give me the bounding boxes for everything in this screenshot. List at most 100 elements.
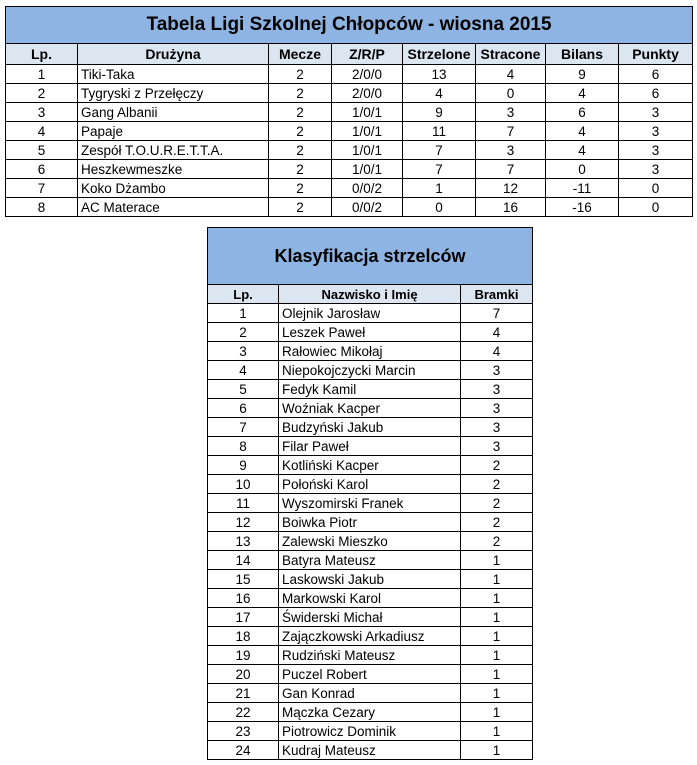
table-cell: 1 [459,550,534,570]
table-row: 4 Papaje 2 1/0/1 11 7 4 3 [5,121,694,141]
table-row: 5 Fedyk Kamil 3 [207,379,534,399]
table-cell: 3 [207,341,279,361]
table-row: 6 Heszkewmeszke 2 1/0/1 7 7 0 3 [5,159,694,179]
table-cell: Filar Paweł [278,436,461,456]
table-cell: 2/0/0 [331,83,403,103]
table-cell: 2 [459,512,534,532]
table-cell: Leszek Paweł [278,322,461,342]
table-cell: 22 [207,702,279,722]
table-cell: 11 [402,121,476,141]
table-cell: 10 [207,474,279,494]
table-row: 11 Wyszomirski Franek 2 [207,493,534,513]
table-cell: 3 [475,140,546,160]
table-cell: 3 [459,436,534,456]
table-cell: Budzyński Jakub [278,417,461,437]
column-header: Stracone [475,43,546,65]
table-row: 5 Zespół T.O.U.R.E.T.T.A. 2 1/0/1 7 3 4 3 [5,140,694,160]
column-header: Z/R/P [331,43,403,65]
table-cell: 7 [402,159,476,179]
table-row: 3 Rałowiec Mikołaj 4 [207,341,534,361]
column-header: Strzelone [402,43,476,65]
table-cell: 8 [5,197,78,217]
table-cell: Zespół T.O.U.R.E.T.T.A. [77,140,269,160]
table-cell: Gan Konrad [278,683,461,703]
table-cell: 1 [459,740,534,760]
table-cell: 3 [617,159,694,179]
table-row: 16 Markowski Karol 1 [207,588,534,608]
table-cell: 1/0/1 [331,102,403,122]
table-cell: 1 [459,702,534,722]
table-cell: Świderski Michał [278,607,461,627]
table-cell: 12 [207,512,279,532]
table-cell: 0 [475,83,546,103]
table-cell: 3 [617,140,694,160]
table-cell: 0/0/2 [331,178,403,198]
table-cell: 16 [207,588,279,608]
table-cell: 19 [207,645,279,665]
table-cell: 2 [268,140,332,160]
table-cell: Tygryski z Przełęczy [77,83,269,103]
table-cell: 5 [207,379,279,399]
table-cell: 1 [5,64,78,84]
table-cell: Tiki-Taka [77,64,269,84]
table-row: 14 Batyra Mateusz 1 [207,550,534,570]
table-cell: 0 [545,159,619,179]
table-cell: 17 [207,607,279,627]
table-cell: Zalewski Mieszko [278,531,461,551]
table-row: 17 Świderski Michał 1 [207,607,534,627]
column-header: Bilans [545,43,619,65]
table-cell: Gang Albanii [77,102,269,122]
table-cell: Koko Dżambo [77,178,269,198]
table-cell: 2 [268,178,332,198]
table-cell: 7 [5,178,78,198]
table-cell: 1 [402,178,476,198]
table-row: 10 Połoński Karol 2 [207,474,534,494]
table-row: 23 Piotrowicz Dominik 1 [207,721,534,741]
table-cell: Woźniak Kacper [278,398,461,418]
table-row: 13 Zalewski Mieszko 2 [207,531,534,551]
table-cell: 6 [207,398,279,418]
table-row: 3 Gang Albanii 2 1/0/1 9 3 6 3 [5,102,694,122]
table-cell: Papaje [77,121,269,141]
table-cell: 11 [207,493,279,513]
table-cell: 1 [459,683,534,703]
table-cell: 3 [617,121,694,141]
table-cell: 0 [617,197,694,217]
table-cell: 21 [207,683,279,703]
table-cell: 3 [459,379,534,399]
table-cell: Olejnik Jarosław [278,303,461,323]
table-cell: 0 [617,178,694,198]
table-cell: 2 [459,531,534,551]
table-cell: 1 [207,303,279,323]
table-cell: 4 [545,83,619,103]
table-row: 7 Koko Dżambo 2 0/0/2 1 12 -11 0 [5,178,694,198]
table-cell: Mączka Cezary [278,702,461,722]
column-header: Lp. [5,43,78,65]
table-cell: -16 [545,197,619,217]
table-cell: 7 [402,140,476,160]
table-cell: 3 [459,360,534,380]
table-cell: 9 [402,102,476,122]
table-cell: 7 [459,303,534,323]
table-cell: -11 [545,178,619,198]
table-row: 1 Tiki-Taka 2 2/0/0 13 4 9 6 [5,64,694,84]
table-cell: Fedyk Kamil [278,379,461,399]
table-cell: 2 [5,83,78,103]
table-cell: 2 [268,159,332,179]
table-row: 12 Boiwka Piotr 2 [207,512,534,532]
table-cell: 24 [207,740,279,760]
scorers-table: Klasyfikacja strzelców Lp. Nazwisko i Imi… [206,227,534,760]
table-row: 2 Tygryski z Przełęczy 2 2/0/0 4 0 4 6 [5,83,694,103]
table-cell: 1 [459,569,534,589]
table-row: 22 Mączka Cezary 1 [207,702,534,722]
table-cell: Niepokojczycki Marcin [278,360,461,380]
table-cell: 1 [459,607,534,627]
table-cell: Wyszomirski Franek [278,493,461,513]
table-cell: Puczel Robert [278,664,461,684]
table-cell: 3 [5,102,78,122]
table-row: 18 Zajączkowski Arkadiusz 1 [207,626,534,646]
table-cell: Rudziński Mateusz [278,645,461,665]
table-row: 9 Kotliński Kacper 2 [207,455,534,475]
table-cell: 2 [268,64,332,84]
table-cell: 5 [5,140,78,160]
